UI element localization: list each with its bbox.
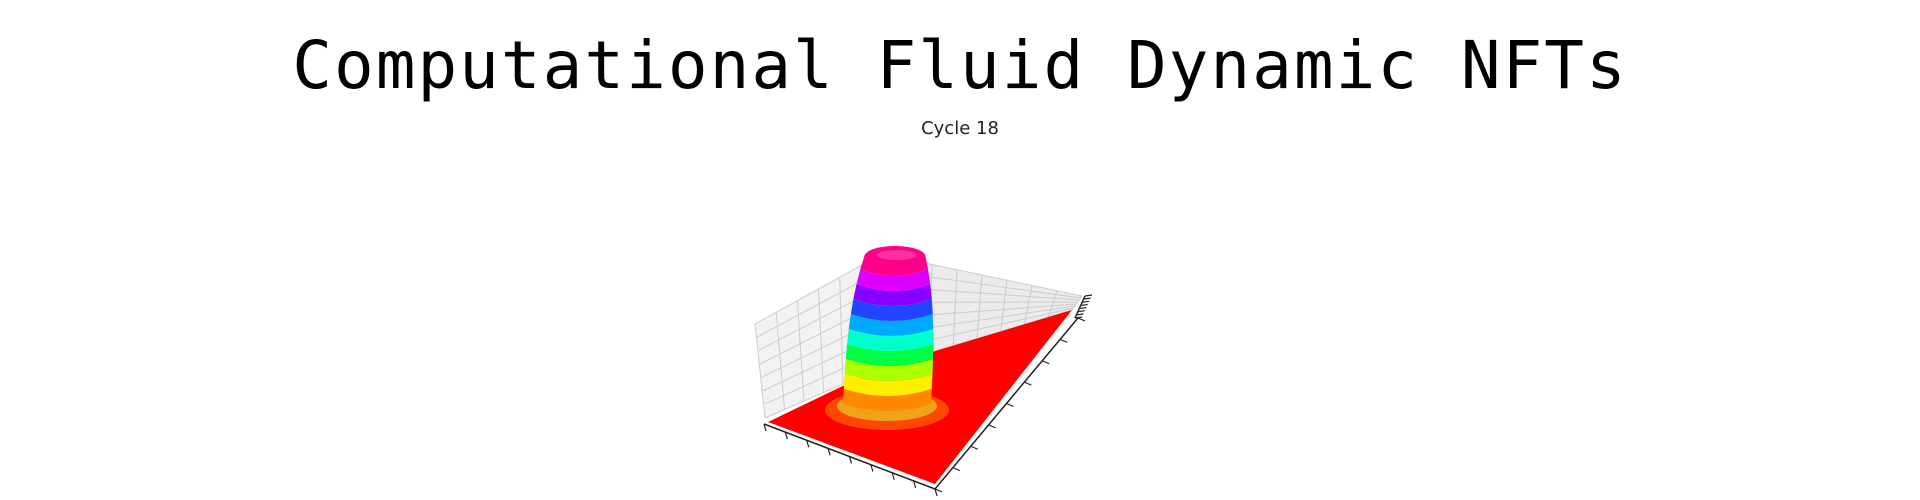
x-axis-tick — [784, 431, 788, 440]
grid-line — [976, 274, 983, 339]
grid-line — [796, 300, 805, 402]
y-axis-tick — [970, 445, 978, 450]
z-axis-tick — [1079, 306, 1087, 310]
x-axis-tick — [806, 440, 810, 448]
surface-band — [847, 329, 934, 351]
grid-line — [754, 323, 766, 419]
grid-line — [754, 253, 883, 325]
grid-line — [1000, 280, 1008, 332]
x-axis-tick — [934, 488, 938, 497]
z-axis-tick — [1074, 316, 1083, 319]
z-axis-tick — [1082, 300, 1090, 303]
grid-line — [775, 312, 785, 410]
y-axis-tick — [1059, 338, 1068, 343]
surface-band — [844, 359, 934, 381]
plot-title: Cycle 18 — [921, 118, 999, 139]
z-axis-tick — [1083, 297, 1091, 300]
plot-figure: Cycle 18 — [735, 112, 1185, 500]
surface-cap-highlight — [877, 250, 917, 260]
y-axis-tick — [952, 467, 961, 472]
y-axis-tick — [988, 424, 996, 429]
y-axis-tick — [1042, 360, 1050, 365]
y-axis-tick — [1077, 317, 1086, 322]
page-title: Computational Fluid Dynamic NFTs — [292, 27, 1628, 104]
grid-line — [952, 269, 958, 346]
z-axis-tick — [1076, 313, 1084, 316]
x-axis-tick — [763, 423, 767, 432]
surface-band — [848, 314, 934, 336]
x-axis-tick — [913, 480, 917, 489]
surface-band — [856, 269, 931, 291]
x-axis-tick — [827, 448, 831, 456]
surface-band — [850, 299, 933, 321]
y-axis-tick — [1006, 402, 1014, 408]
y-axis-tick — [934, 488, 943, 493]
z-axis-tick — [1084, 294, 1093, 297]
surface-band — [843, 389, 932, 411]
grid-line — [1047, 290, 1058, 318]
surface-band — [843, 374, 933, 396]
plot-3d-axes — [754, 246, 1093, 497]
surface-band — [845, 344, 934, 366]
z-axis-tick — [1080, 303, 1088, 307]
z-axis-tick — [1077, 310, 1085, 313]
grid-line — [839, 277, 844, 385]
grid-line — [818, 288, 824, 393]
x-axis-tick — [848, 456, 853, 464]
grid-line — [1024, 285, 1033, 325]
y-axis-tick — [1024, 381, 1032, 386]
x-axis-tick — [870, 464, 874, 472]
surface-band — [853, 284, 932, 306]
x-axis-tick — [891, 472, 895, 480]
